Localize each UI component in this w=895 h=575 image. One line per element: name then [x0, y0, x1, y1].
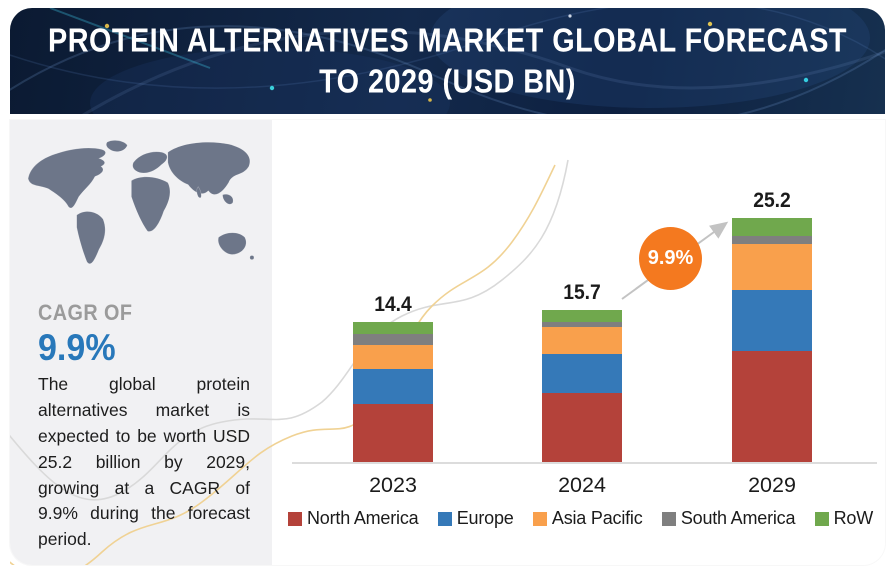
legend-label: Asia Pacific: [551, 508, 643, 528]
legend-item-north-america: North America: [288, 508, 419, 529]
growth-badge: 9.9%: [639, 227, 702, 290]
legend-swatch: [437, 511, 452, 526]
legend-swatch: [661, 511, 676, 526]
x-axis-tick-label: 2024: [558, 473, 606, 497]
segment-row: [732, 217, 812, 237]
legend-swatch: [814, 511, 829, 526]
segment-north-america: [353, 403, 433, 462]
legend-swatch: [532, 511, 547, 526]
bar-total-label: 25.2: [753, 188, 791, 212]
segment-row: [542, 309, 622, 323]
segment-north-america: [732, 350, 812, 462]
bar-2023: 14.4 2023: [353, 293, 433, 497]
content-card: CAGR OF 9.9% The global protein alternat…: [10, 120, 885, 565]
segment-row: [353, 322, 433, 334]
segment-europe: [732, 290, 812, 351]
header-background-decoration: [10, 8, 885, 114]
legend-swatch: [288, 511, 302, 526]
segment-europe: [542, 354, 622, 394]
segment-north-america: [542, 393, 622, 462]
sidebar: CAGR OF 9.9% The global protein alternat…: [10, 120, 272, 565]
x-axis-tick-label: 2029: [748, 473, 796, 497]
legend-label: RoW: [833, 508, 874, 528]
segment-asia-pacific: [542, 327, 622, 355]
bar-stack: [353, 322, 433, 462]
bar-stack: [732, 217, 812, 462]
segment-asia-pacific: [732, 243, 812, 291]
x-axis-line: [292, 462, 877, 464]
legend-label: North America: [307, 508, 419, 528]
page-title-line1: PROTEIN ALTERNATIVES MARKET GLOBAL FOREC…: [48, 21, 847, 60]
growth-badge-label: 9.9%: [647, 247, 694, 269]
legend-item-south-america: South America: [661, 508, 796, 529]
market-summary-text: The global protein alternatives market i…: [38, 374, 250, 550]
legend-item-row: RoW: [814, 508, 874, 529]
segment-south-america: [353, 333, 433, 345]
header-banner: PROTEIN ALTERNATIVES MARKET GLOBAL FOREC…: [10, 8, 885, 114]
chart-panel: 14.4 2023 15.7 2024 25.2 2029 9.9% North Amer…: [272, 120, 885, 565]
bar-2024: 15.7 2024: [542, 280, 622, 497]
bar-2029: 25.2 2029: [732, 188, 812, 497]
page-title-line2: TO 2029 (USD BN): [319, 62, 576, 100]
legend: North America Europe Asia Pacific South Ame…: [288, 508, 873, 529]
bar-chart: 14.4 2023 15.7 2024 25.2 2029: [272, 120, 885, 565]
legend-item-europe: Europe: [437, 508, 514, 529]
legend-item-asia-pacific: Asia Pacific: [532, 508, 643, 529]
bar-stack: [542, 309, 622, 462]
bar-total-label: 14.4: [374, 293, 412, 317]
page-title: PROTEIN ALTERNATIVES MARKET GLOBAL FOREC…: [41, 8, 855, 114]
cagr-value: 9.9%: [38, 327, 116, 368]
bar-total-label: 15.7: [563, 280, 601, 304]
segment-south-america: [542, 322, 622, 328]
segment-europe: [353, 368, 433, 404]
cagr-block: CAGR OF 9.9%: [38, 300, 143, 369]
segment-south-america: [732, 236, 812, 244]
cagr-label: CAGR OF: [38, 300, 133, 325]
segment-asia-pacific: [353, 344, 433, 369]
world-map: [27, 140, 255, 264]
x-axis-tick-label: 2023: [369, 473, 417, 497]
legend-label: Europe: [456, 508, 514, 528]
legend-label: South America: [680, 508, 796, 528]
